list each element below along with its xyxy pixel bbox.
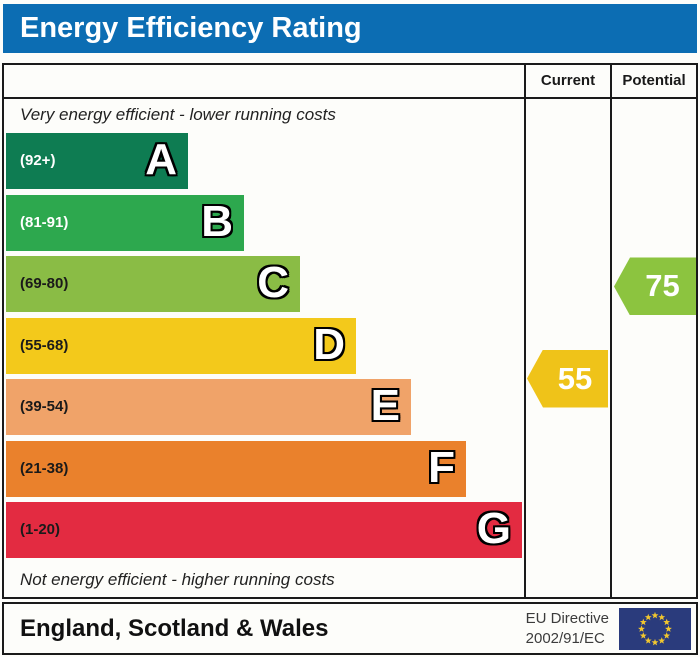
band-b-letter: B [201, 196, 233, 246]
band-e-range: (39-54) [20, 398, 69, 415]
eu-directive-label: EU Directive 2002/91/EC [526, 609, 609, 648]
band-e-letter: E [370, 381, 400, 430]
band-d: (55-68) D [6, 317, 356, 374]
band-g-letter: G [476, 504, 511, 553]
current-rating-value: 55 [557, 360, 593, 396]
band-a-letter: A [145, 135, 177, 184]
eu-directive-line1: EU Directive [525, 610, 609, 627]
potential-column-header: Potential [622, 72, 686, 89]
current-column-header: Current [540, 72, 596, 89]
header-divider-line [4, 97, 696, 99]
band-g-range: (1-20) [20, 521, 61, 538]
band-g: (1-20) G [6, 502, 522, 558]
not-efficient-note: Not energy efficient - higher running co… [20, 570, 335, 589]
current-column-divider [524, 65, 526, 597]
footer-bar: England, Scotland & Wales EU Directive 2… [2, 602, 698, 655]
potential-column-divider [610, 65, 612, 597]
band-f: (21-38) F [6, 440, 466, 497]
band-f-range: (21-38) [20, 459, 69, 477]
band-e: (39-54) E [6, 379, 411, 435]
band-a-range: (92+) [20, 152, 56, 169]
eu-directive-line2: 2002/91/EC [525, 629, 605, 647]
potential-rating-value: 75 [645, 268, 680, 304]
page-title: Energy Efficiency Rating [3, 4, 697, 53]
band-c-range: (69-80) [20, 275, 69, 292]
band-c: (69-80) C [6, 256, 300, 312]
band-a: (92+) A [6, 133, 188, 189]
very-efficient-note: Very energy efficient - lower running co… [20, 105, 336, 124]
band-d-letter: D [313, 319, 345, 369]
rating-panel: Current Potential Very energy efficient … [2, 63, 698, 599]
band-b: (81-91) B [6, 194, 244, 251]
current-rating-arrow: 55 [527, 349, 608, 408]
region-label: England, Scotland & Wales [20, 614, 329, 642]
band-d-range: (55-68) [20, 336, 69, 354]
potential-rating-arrow: 75 [614, 257, 696, 316]
band-f-letter: F [428, 442, 455, 492]
eu-flag-icon [619, 607, 691, 650]
rating-panel-inner: Current Potential Very energy efficient … [4, 65, 696, 597]
band-b-range: (81-91) [20, 213, 69, 231]
band-c-letter: C [257, 258, 289, 307]
